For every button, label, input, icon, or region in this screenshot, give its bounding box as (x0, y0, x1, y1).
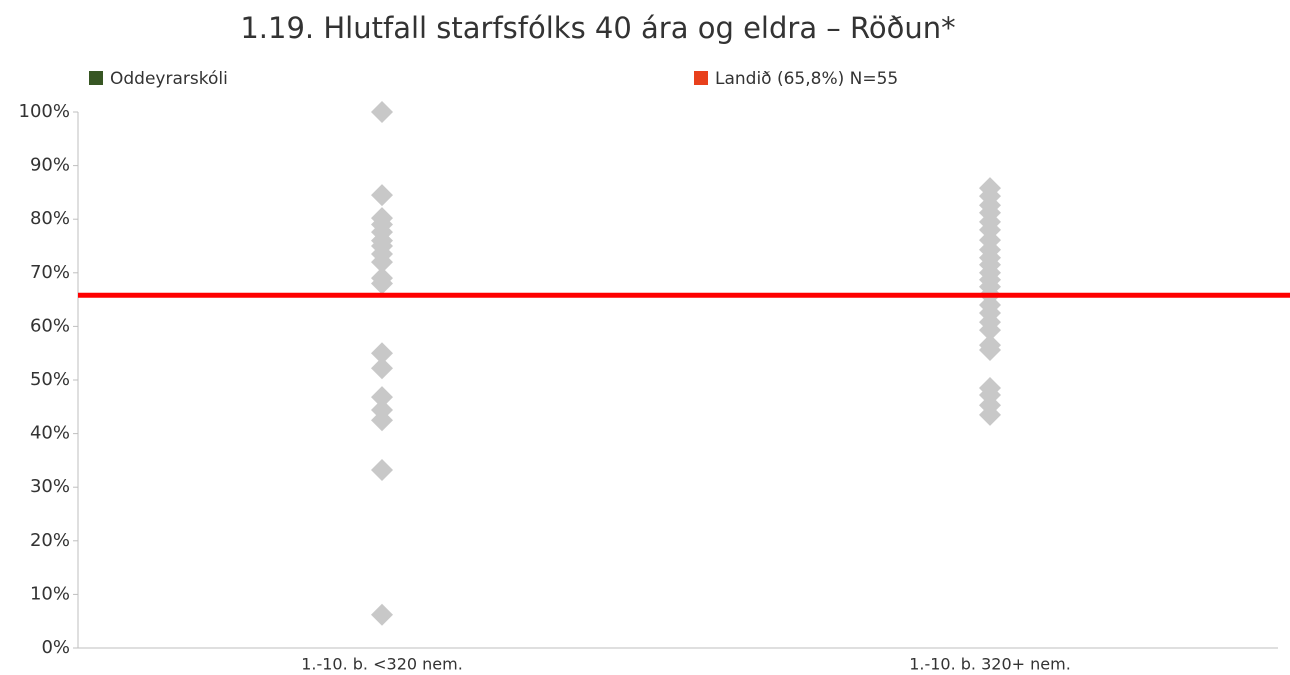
point (371, 342, 393, 365)
y-tick-label: 20% (30, 530, 70, 551)
point (979, 319, 1001, 342)
point (371, 386, 393, 409)
legend-label: Oddeyrarskóli (110, 69, 228, 89)
point (979, 403, 1001, 426)
y-tick-label: 0% (41, 637, 70, 658)
y-tick-label: 100% (19, 101, 70, 122)
x-tick-label: 1.-10. b. <320 nem. (301, 655, 463, 674)
y-tick-label: 80% (30, 208, 70, 229)
point (371, 409, 393, 432)
point (371, 251, 393, 274)
point (371, 603, 393, 626)
point (371, 357, 393, 380)
x-tick-label: 1.-10. b. 320+ nem. (909, 655, 1071, 674)
y-tick-label: 50% (30, 369, 70, 390)
point (371, 184, 393, 207)
point (371, 272, 393, 295)
chart-title: 1.19. Hlutfall starfsfólks 40 ára og eld… (240, 11, 955, 45)
y-tick-label: 70% (30, 262, 70, 283)
legend-label: Landið (65,8%) N=55 (715, 69, 898, 89)
legend-swatch (89, 71, 103, 85)
y-tick-label: 10% (30, 583, 70, 604)
point (979, 338, 1001, 361)
y-tick-label: 30% (30, 476, 70, 497)
point (371, 101, 393, 123)
y-tick-label: 40% (30, 423, 70, 444)
point (371, 459, 393, 482)
y-tick-label: 90% (30, 155, 70, 176)
y-tick-label: 60% (30, 315, 70, 336)
legend-swatch (694, 71, 708, 85)
